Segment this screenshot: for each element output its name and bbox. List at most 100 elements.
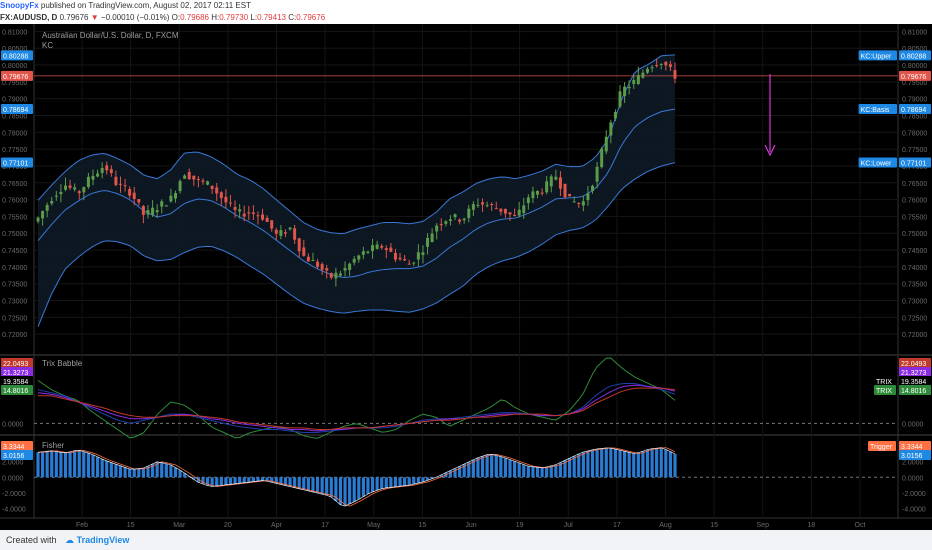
price-label-right-bg	[899, 103, 931, 114]
fisher-bar	[274, 477, 278, 484]
candle-body	[366, 251, 370, 253]
fisher-tick-label-right: -4.0000	[902, 507, 926, 514]
candle-body	[581, 201, 585, 206]
price-label-left: 0.77101	[3, 161, 28, 168]
kc-indicator-label: KC	[42, 41, 53, 50]
candle-body	[375, 244, 379, 249]
price-tick-label-left: 0.73000	[2, 299, 27, 306]
candle-body	[641, 72, 645, 78]
tradingview-brand[interactable]: TradingView	[76, 535, 130, 545]
fisher-bar	[160, 462, 164, 478]
candle-body	[100, 167, 104, 173]
candle-body	[664, 61, 668, 66]
fisher-bar	[251, 477, 255, 482]
candle-body	[91, 175, 95, 180]
candle-body	[228, 202, 232, 204]
candle-body	[183, 175, 187, 179]
trix-label-right: 19.3584	[901, 379, 926, 386]
fisher-bar	[141, 467, 146, 478]
trix-pane	[34, 357, 898, 439]
fisher-bar	[462, 464, 466, 478]
fisher-bar	[668, 451, 673, 478]
trix-tick-label-left: 0.0000	[2, 421, 24, 428]
price-tick-label-left: 0.80500	[2, 46, 27, 53]
fisher-bar	[659, 447, 663, 478]
fisher-bar	[416, 477, 420, 484]
fisher-tick-label-left: 2.0000	[2, 460, 24, 467]
fisher-bar	[311, 477, 315, 493]
published-text: published on TradingView.com, August 02,…	[40, 1, 251, 10]
fisher-bar	[215, 477, 219, 486]
candle-body	[173, 193, 177, 199]
author-name[interactable]: SnoopyFx	[0, 1, 39, 10]
price-tick-label-left: 0.72500	[2, 315, 27, 322]
keltner-channel	[34, 54, 898, 327]
fisher-bar	[210, 477, 214, 487]
fisher-bar	[499, 456, 503, 478]
fisher-bar	[265, 477, 269, 482]
fisher-tick-label-left: -4.0000	[2, 507, 26, 514]
price-tick-label-right: 0.73000	[902, 299, 927, 306]
fisher-bar	[224, 477, 228, 485]
candle-body	[412, 262, 416, 264]
close-label: C:	[288, 13, 297, 22]
fisher-bar	[123, 467, 127, 478]
candle-body	[371, 245, 375, 251]
candle-body	[467, 208, 471, 218]
fisher-bar	[150, 463, 155, 478]
price-tick-label-right: 0.79000	[902, 97, 927, 104]
fisher-bar	[105, 460, 109, 478]
candle-body	[439, 224, 443, 226]
fisher-bar	[361, 477, 365, 497]
fisher-bar	[448, 470, 453, 478]
candle-body	[361, 251, 365, 255]
price-tick-label-right: 0.76500	[902, 181, 927, 188]
fisher-bar	[283, 477, 288, 486]
candle-body	[251, 212, 255, 214]
chart-area[interactable]: 0.81000 0.81000 0.80500 0.80500 0.80000 0.800…	[0, 24, 932, 530]
candle-body	[45, 204, 49, 211]
candle-body	[490, 203, 494, 205]
kc-fill	[38, 54, 675, 327]
candle-body	[306, 256, 310, 262]
fisher-bar	[366, 477, 370, 494]
chart-svg[interactable]: 0.81000 0.81000 0.80500 0.80500 0.80000 0.800…	[0, 24, 932, 530]
candle-body	[59, 191, 63, 195]
candle-body	[554, 176, 558, 180]
open-label: O:	[171, 13, 181, 22]
publish-header: SnoopyFx published on TradingView.com, A…	[0, 0, 932, 12]
candle-body	[586, 193, 590, 201]
price-tick-label-right: 0.72000	[902, 332, 927, 339]
candle-body	[517, 209, 521, 216]
candle-body	[485, 205, 489, 207]
fisher-bar	[627, 452, 631, 478]
fisher-bar	[407, 477, 411, 486]
price-tick-label-right: 0.78500	[902, 113, 927, 120]
candle-body	[54, 195, 58, 197]
open-value: 0.79686	[180, 13, 209, 22]
fisher-bar	[604, 447, 608, 478]
candle-body	[389, 247, 393, 252]
candle-body	[210, 185, 214, 189]
time-tick-label: 15	[418, 522, 426, 529]
time-tick-label: Jun	[465, 522, 476, 529]
trix-series-line-3	[38, 387, 676, 430]
fisher-bar	[297, 477, 301, 489]
price-tick-label-left: 0.76000	[2, 198, 27, 205]
candle-body	[274, 229, 278, 234]
candle-body	[233, 207, 237, 210]
candle-body	[426, 237, 430, 247]
last-price: 0.79676	[59, 13, 89, 22]
fisher-tick-label-left: -2.0000	[2, 491, 26, 498]
candle-body	[407, 263, 411, 265]
fisher-bar	[36, 452, 40, 478]
time-tick-label: 20	[224, 522, 232, 529]
price-tick-label-left: 0.74500	[2, 248, 27, 255]
candle-body	[568, 193, 572, 197]
trix-label-left: 19.3584	[3, 379, 28, 386]
fisher-trigger-line	[38, 447, 676, 507]
candle-body	[151, 207, 155, 215]
candle-body	[348, 263, 352, 270]
candle-body	[522, 205, 526, 214]
fisher-bar	[508, 459, 512, 478]
